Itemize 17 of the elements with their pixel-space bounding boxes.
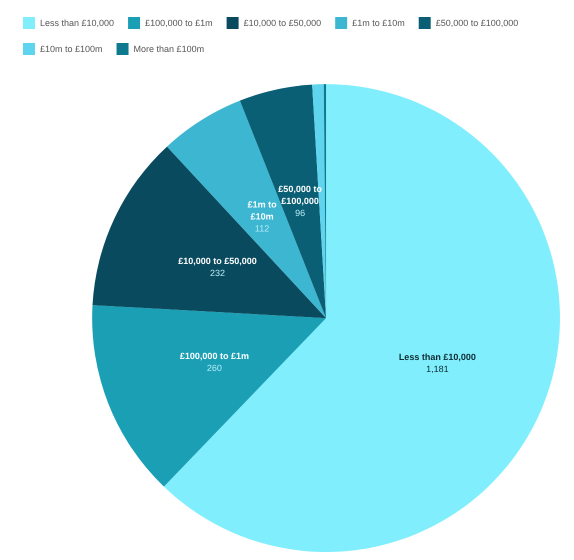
slice-label: £1m to £10m bbox=[248, 200, 278, 222]
data-label: 260 bbox=[206, 362, 222, 373]
slice-label: £100,000 to £1m bbox=[180, 350, 249, 361]
slice-label: Less than £10,000 bbox=[398, 352, 476, 362]
data-label: 1,181 bbox=[426, 364, 449, 374]
legend-label: £10m to £100m bbox=[40, 44, 103, 54]
data-label: 96 bbox=[295, 208, 306, 218]
slice-label: £50,000 to £100,000 bbox=[278, 184, 322, 206]
legend-label: £10,000 to £50,000 bbox=[244, 18, 322, 28]
legend-label: £1m to £10m bbox=[352, 18, 405, 28]
data-label: 112 bbox=[254, 224, 270, 234]
slice-label: £10,000 to £50,000 bbox=[178, 256, 257, 266]
legend-label: £50,000 to £100,000 bbox=[436, 18, 518, 28]
data-label: 232 bbox=[210, 268, 225, 278]
legend-label: More than £100m bbox=[134, 44, 204, 54]
legend-label: Less than £10,000 bbox=[40, 18, 114, 28]
legend-label: £100,000 to £1m bbox=[145, 18, 213, 28]
